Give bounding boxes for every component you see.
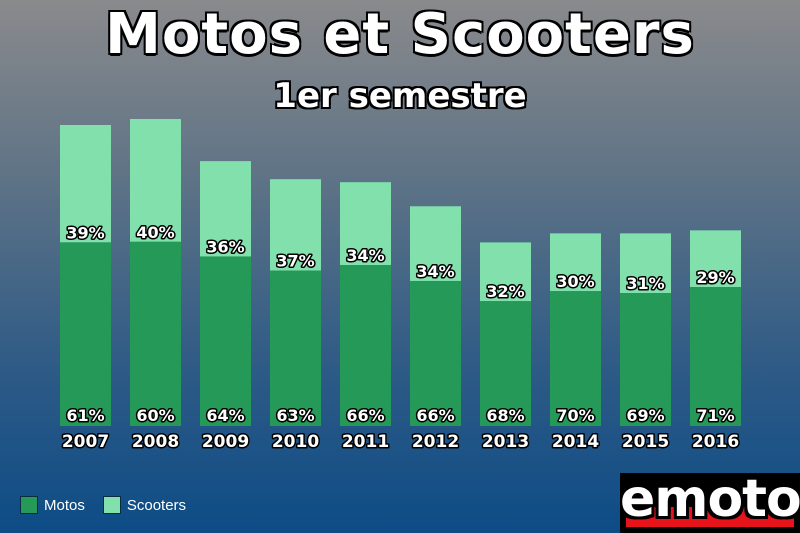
x-tick-label-2009: 2009 [202,432,249,452]
x-tick-label-2012: 2012 [412,432,459,452]
bar-motos-2010 [270,270,321,426]
data-label-motos-2010: 63% [276,406,314,425]
data-label-scooters-2011: 34% [346,246,384,265]
logo-red-band [626,507,794,527]
data-label-scooters-2009: 36% [206,237,244,256]
data-label-motos-2009: 64% [206,406,244,425]
bar-scooters-2011 [340,182,391,266]
bar-motos-2014 [550,291,601,426]
x-tick-label-2010: 2010 [272,432,319,452]
bar-motos-2015 [620,293,671,426]
data-label-motos-2008: 60% [136,406,174,425]
legend: Motos Scooters [20,496,204,514]
legend-item-motos: Motos [20,496,85,514]
data-label-motos-2012: 66% [416,406,454,425]
bar-scooters-2008 [130,118,181,242]
bar-scooters-2016 [690,230,741,288]
chart-title: Motos et Scooters [105,2,695,67]
data-label-scooters-2010: 37% [276,252,314,271]
bar-scooters-2012 [410,206,461,281]
data-label-scooters-2013: 32% [486,282,524,301]
bar-scooters-2010 [270,179,321,271]
x-tick-label-2007: 2007 [62,432,109,452]
bar-scooters-2014 [550,233,601,292]
legend-label-scooters: Scooters [126,496,187,514]
x-tick-label-2011: 2011 [342,432,389,452]
legend-swatch-motos [20,496,38,514]
data-label-motos-2016: 71% [696,406,734,425]
x-tick-label-2016: 2016 [692,432,739,452]
bar-scooters-2013 [480,242,531,302]
x-tick-label-2008: 2008 [132,432,179,452]
chart-subtitle: 1er semestre [273,76,527,116]
data-label-scooters-2012: 34% [416,262,454,281]
x-tick-label-2013: 2013 [482,432,529,452]
bar-motos-2016 [690,287,741,426]
x-tick-label-2014: 2014 [552,432,599,452]
x-tick-label-2015: 2015 [622,432,669,452]
data-label-scooters-2007: 39% [66,223,104,242]
legend-swatch-scooters [102,496,121,514]
bar-motos-2008 [130,241,181,426]
bar-scooters-2007 [60,125,111,243]
bar-motos-2007 [60,242,111,426]
data-label-scooters-2015: 31% [626,274,664,293]
legend-label-motos: Motos [44,496,85,514]
data-label-scooters-2008: 40% [136,223,174,242]
data-label-scooters-2016: 29% [696,268,734,287]
data-label-motos-2013: 68% [486,406,524,425]
bar-motos-2011 [340,265,391,426]
emoto-logo: emoto [620,473,800,533]
bar-scooters-2015 [620,233,671,294]
bar-motos-2009 [200,256,251,426]
legend-item-scooters: Scooters [102,496,187,514]
data-label-motos-2015: 69% [626,406,664,425]
logo-text: emoto [620,473,800,529]
bar-motos-2012 [410,280,461,426]
data-label-scooters-2014: 30% [556,272,594,291]
bar-scooters-2009 [200,161,251,257]
data-label-motos-2007: 61% [66,406,104,425]
data-label-motos-2014: 70% [556,406,594,425]
bar-motos-2013 [480,301,531,426]
data-label-motos-2011: 66% [346,406,384,425]
